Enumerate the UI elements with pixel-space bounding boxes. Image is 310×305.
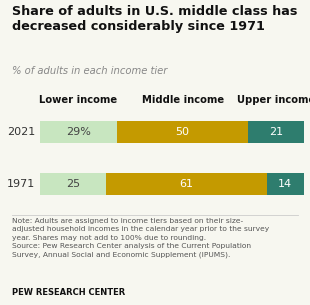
Bar: [249, 121, 304, 143]
Text: 21: 21: [269, 127, 283, 137]
Text: 29%: 29%: [66, 127, 91, 137]
Bar: [117, 121, 249, 143]
Text: 61: 61: [179, 179, 193, 189]
Text: 2021: 2021: [7, 127, 35, 137]
Text: 25: 25: [66, 179, 80, 189]
Text: Share of adults in U.S. middle class has
decreased considerably since 1971: Share of adults in U.S. middle class has…: [12, 5, 298, 33]
Bar: [40, 121, 117, 143]
Text: % of adults in each income tier: % of adults in each income tier: [12, 66, 168, 76]
Bar: [267, 174, 304, 196]
Bar: [40, 174, 106, 196]
Bar: [106, 174, 267, 196]
Text: PEW RESEARCH CENTER: PEW RESEARCH CENTER: [12, 288, 126, 297]
Text: Lower income: Lower income: [39, 95, 117, 105]
Text: 14: 14: [278, 179, 292, 189]
Text: 50: 50: [175, 127, 190, 137]
Text: 1971: 1971: [7, 179, 35, 189]
Text: Upper income: Upper income: [237, 95, 310, 105]
Text: Middle income: Middle income: [142, 95, 224, 105]
Text: Note: Adults are assigned to income tiers based on their size-
adjusted househol: Note: Adults are assigned to income tier…: [12, 218, 270, 258]
